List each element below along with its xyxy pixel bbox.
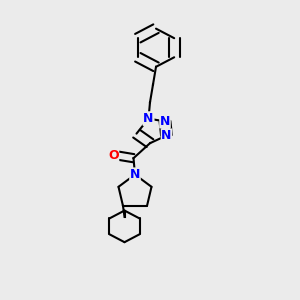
Text: N: N [130, 168, 140, 181]
Text: N: N [143, 112, 154, 125]
Text: O: O [108, 149, 119, 162]
Text: N: N [161, 129, 172, 142]
Text: N: N [143, 112, 154, 125]
Text: N: N [160, 115, 170, 128]
